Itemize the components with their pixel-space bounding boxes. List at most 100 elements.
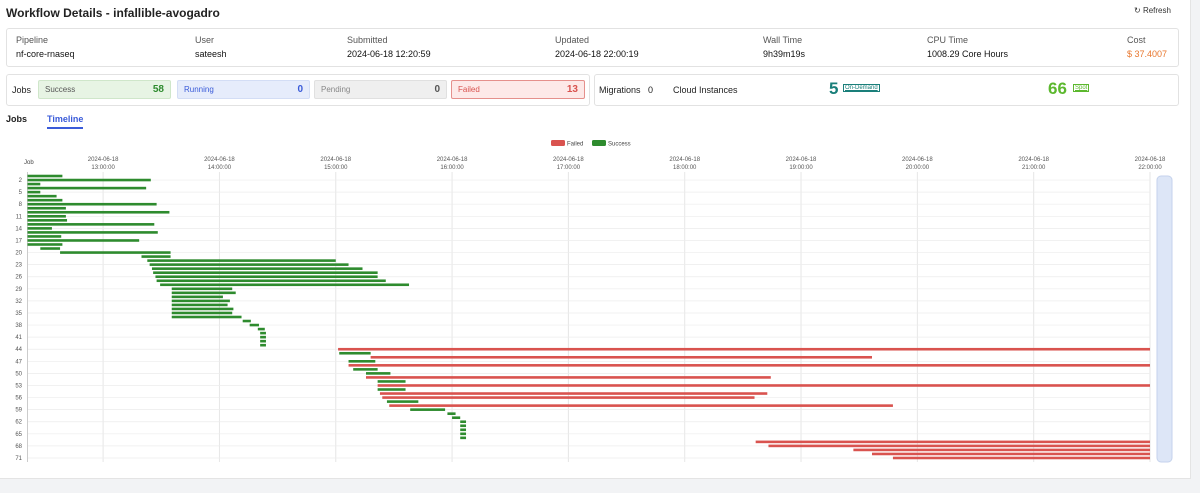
tab-active[interactable]: Timeline xyxy=(47,114,84,129)
job-count-pill: Running 0 xyxy=(177,80,310,99)
job-bar xyxy=(460,424,467,428)
y-tick-label: 20 xyxy=(15,251,22,257)
job-bar xyxy=(892,456,1150,460)
job-bar xyxy=(447,412,456,415)
job-bar xyxy=(871,452,1150,456)
migrations-label: Migrations xyxy=(599,85,641,95)
job-bar xyxy=(460,428,467,432)
refresh-label: Refresh xyxy=(1142,6,1171,15)
y-tick-label: 44 xyxy=(15,347,22,353)
x-tick-label: 2024-06-18 xyxy=(1018,157,1049,163)
info-value: nf-core-rnaseq xyxy=(16,49,75,59)
job-bar xyxy=(171,315,242,319)
x-tick-label: 2024-06-18 xyxy=(88,157,119,163)
y-tick-label: 47 xyxy=(15,359,22,365)
spot-label: Spot xyxy=(1073,84,1090,92)
job-bar xyxy=(27,219,68,222)
job-bar xyxy=(27,223,155,226)
y-tick-label: 56 xyxy=(15,396,22,402)
x-tick-label: 2024-06-18 xyxy=(902,157,933,163)
job-bar xyxy=(171,295,223,299)
job-bar xyxy=(27,235,62,238)
info-value: $ 37.4007 xyxy=(1127,49,1168,59)
job-count-value: 58 xyxy=(152,84,164,95)
job-bar xyxy=(27,194,57,198)
job-bar xyxy=(365,376,771,379)
info-label: Wall Time xyxy=(763,35,803,45)
job-bar xyxy=(768,444,1150,448)
timeline-chart: Job 2024-06-18 13:00:00 2024-06-18 14:00:00 2… xyxy=(15,140,1173,463)
job-count-value: 0 xyxy=(297,84,303,95)
job-bar xyxy=(27,231,158,234)
job-bar xyxy=(242,319,251,323)
job-bar xyxy=(257,327,265,331)
x-tick-label: 17:00:00 xyxy=(557,165,581,171)
job-bar xyxy=(27,243,63,246)
job-bar xyxy=(27,174,63,178)
job-bar xyxy=(377,380,406,383)
y-tick-label: 59 xyxy=(15,408,22,414)
job-bar xyxy=(171,287,233,291)
job-bar xyxy=(460,436,467,440)
x-tick-label: 2024-06-18 xyxy=(1135,157,1166,163)
job-bar xyxy=(460,432,467,436)
job-bar xyxy=(141,255,171,258)
refresh-button[interactable]: ↻ Refresh xyxy=(1134,6,1171,15)
job-bar xyxy=(27,198,63,202)
y-tick-label: 23 xyxy=(15,263,22,269)
x-tick-label: 14:00:00 xyxy=(208,165,232,171)
job-count-name: Running xyxy=(184,85,214,94)
job-bar xyxy=(377,388,406,391)
y-axis-label: Job xyxy=(24,160,34,166)
job-bar xyxy=(755,440,1150,444)
y-tick-label: 68 xyxy=(15,444,22,450)
job-bar xyxy=(27,182,41,186)
x-tick-label: 2024-06-18 xyxy=(204,157,235,163)
job-bar xyxy=(379,392,768,395)
on-demand-label: On-Demand xyxy=(843,84,880,92)
info-value: 9h39m19s xyxy=(763,49,806,59)
job-bar xyxy=(386,400,419,403)
card: Workflow Details - infallible-avogadro ↻… xyxy=(0,0,1191,479)
job-bar xyxy=(27,190,41,194)
tab[interactable]: Jobs xyxy=(6,114,28,124)
info-value: sateesh xyxy=(195,49,227,59)
y-tick-label: 11 xyxy=(16,214,23,220)
job-bar xyxy=(156,279,386,283)
info-box xyxy=(6,28,1179,67)
legend-swatch xyxy=(592,140,606,146)
title: Workflow Details - infallible-avogadro xyxy=(6,6,220,20)
job-bar xyxy=(27,239,140,242)
job-bar xyxy=(260,335,266,339)
job-bar xyxy=(153,271,378,274)
job-bar xyxy=(27,214,66,218)
y-tick-label: 14 xyxy=(15,226,22,232)
legend-label: Success xyxy=(608,142,631,148)
job-bar xyxy=(171,311,233,315)
scrollbar xyxy=(1156,175,1173,463)
job-bar xyxy=(338,347,1150,351)
jobs-label: Jobs xyxy=(12,85,32,95)
job-count-pill: Success 58 xyxy=(38,80,171,99)
x-tick-label: 15:00:00 xyxy=(324,165,348,171)
legend-swatch xyxy=(551,140,565,146)
job-bar xyxy=(147,259,336,262)
job-bar xyxy=(155,275,378,279)
job-bar xyxy=(853,448,1150,452)
info-value: 2024-06-18 12:20:59 xyxy=(347,49,431,59)
x-tick-label: 20:00:00 xyxy=(906,165,930,171)
x-tick-label: 2024-06-18 xyxy=(437,157,468,163)
y-tick-label: 35 xyxy=(15,311,22,317)
job-bar xyxy=(171,299,230,303)
job-count-value: 0 xyxy=(434,84,440,95)
info-label: Cost xyxy=(1127,35,1146,45)
x-tick-label: 16:00:00 xyxy=(440,165,464,171)
x-tick-label: 2024-06-18 xyxy=(553,157,584,163)
x-tick-label: 13:00:00 xyxy=(91,165,115,171)
job-bar xyxy=(410,408,446,411)
y-tick-label: 38 xyxy=(15,323,22,329)
info-value: 1008.29 Core Hours xyxy=(927,49,1009,59)
x-tick-label: 18:00:00 xyxy=(673,165,697,171)
job-count-value: 13 xyxy=(566,84,578,95)
